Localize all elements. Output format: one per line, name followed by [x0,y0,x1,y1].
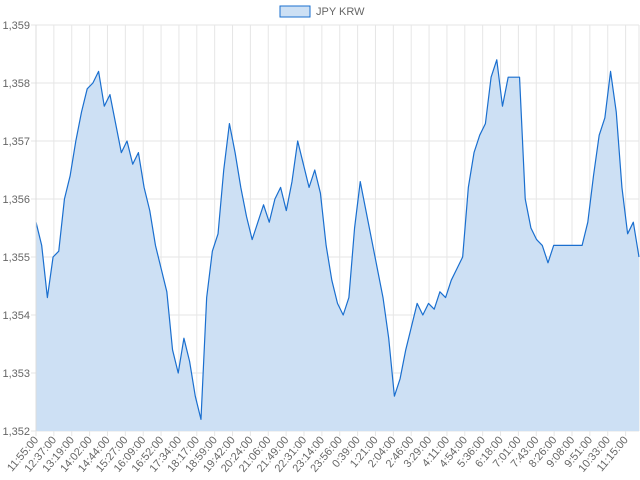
y-tick-label: 1,354 [2,310,30,322]
y-tick-label: 1,352 [2,426,30,438]
legend[interactable]: JPY KRW [279,5,365,18]
legend-label: JPY KRW [316,6,365,18]
series-line [35,59,640,420]
y-tick-label: 1,353 [2,368,30,380]
y-tick-label: 1,356 [2,194,30,206]
y-tick-label: 1,358 [2,78,30,90]
y-tick-label: 1,355 [2,252,30,264]
y-tick-label: 1,357 [2,136,30,148]
legend-swatch [279,5,311,18]
series-area [35,59,640,432]
y-tick-label: 1,359 [2,20,30,32]
series-fill [36,59,639,432]
